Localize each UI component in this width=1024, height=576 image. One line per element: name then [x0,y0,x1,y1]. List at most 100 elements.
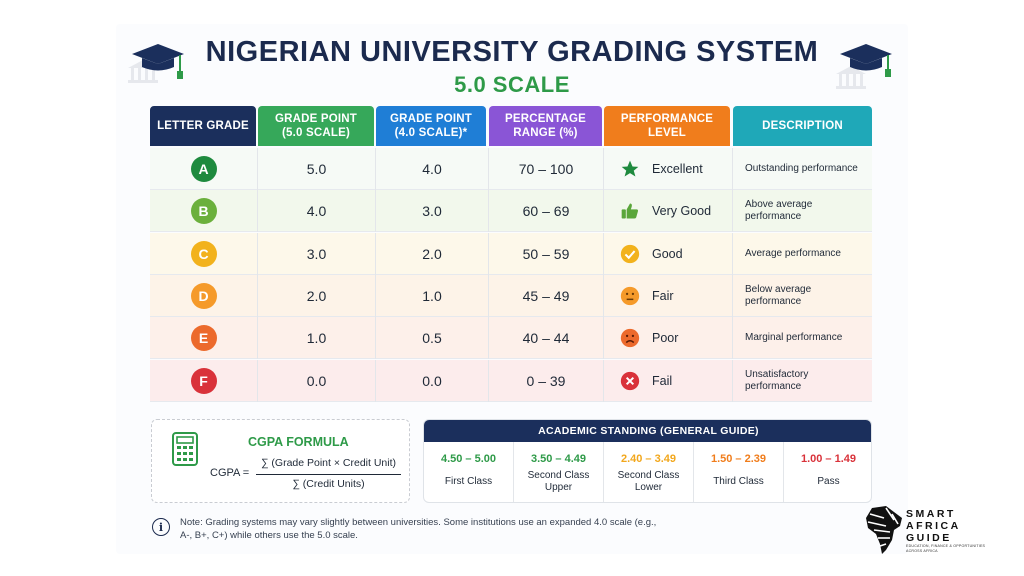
percentage-range-cell: 40 – 44 [489,317,604,360]
performance-level-cell: Excellent [604,148,733,190]
sad-face-icon [620,328,640,348]
performance-level-cell: Fail [604,359,733,402]
standing-column: 1.50 – 2.39 Third Class [694,442,784,502]
letter-grade-cell: B [150,190,258,233]
cgpa-range: 2.40 – 3.49 [620,453,677,465]
percentage-range-cell: 50 – 59 [489,232,604,275]
description-text: Unsatisfactory performance [745,368,809,392]
grade-badge: B [190,198,217,225]
page-subtitle: 5.0 SCALE [454,72,570,97]
class-label: First Class [424,470,513,494]
formula-lhs: CGPA = [210,467,250,479]
table-row: A 5.0 4.0 70 – 100 Excellent Outstanding perf… [150,148,872,190]
class-label-text: Pass [817,476,840,487]
table-row: B 4.0 3.0 60 – 69 Very Good Above average per… [150,190,872,233]
cgpa-range: 1.50 – 2.39 [710,453,767,465]
performance-level-cell: Poor [604,317,733,360]
description-cell: Average performance [733,233,872,275]
star-icon [620,159,640,179]
grade-badge: C [190,240,217,267]
standing-column: 3.50 – 4.49 Second Class Upper [514,442,604,502]
graduation-cap-icon [836,44,892,89]
table-row: F 0.0 0.0 0 – 39 Fail Unsatisfactory performa… [150,359,872,402]
formula-numerator: ∑ (Grade Point × Credit Unit) [261,457,396,469]
letter-grade-cell: C [150,232,258,275]
table-row: C 3.0 2.0 50 – 59 Good Average performance [150,232,872,275]
grade-point-5-cell: 2.0 [258,274,376,317]
column-header: LETTER GRADE [150,106,256,146]
standing-column: 2.40 – 3.49 Second Class Lower [604,442,694,502]
academic-standing-box: ACADEMIC STANDING (GENERAL GUIDE) 4.50 –… [423,419,872,503]
letter-grade-cell: D [150,274,258,317]
grade-point-4-cell: 4.0 [376,148,489,190]
formula-title: CGPA FORMULA [248,435,349,449]
performance-level-label: Excellent [652,162,703,176]
grade-badge: A [190,156,217,182]
table-row: D 2.0 1.0 45 – 49 Fair Below average performa… [150,274,872,317]
grade-badge: F [190,367,217,394]
class-label-text: Third Class [713,476,764,487]
class-label: Pass [784,470,871,494]
class-label-text: Second Class Upper [527,470,590,493]
description-cell: Unsatisfactory performance [733,360,872,402]
thumbs-up-icon [620,201,640,221]
letter-grade-cell: F [150,359,258,402]
description-cell: Below average performance [733,275,872,317]
table-row: E 1.0 0.5 40 – 44 Poor Marginal performance [150,317,872,360]
description-text: Below average performance [745,283,812,307]
percentage-range-cell: 0 – 39 [489,359,604,402]
performance-level-cell: Very Good [604,190,733,233]
check-circle-icon [620,244,640,264]
performance-level-label: Poor [652,331,679,346]
grade-point-4-cell: 1.0 [376,274,489,317]
column-header: DESCRIPTION [733,106,872,146]
percentage-range-cell: 70 – 100 [489,148,604,190]
cgpa-range: 3.50 – 4.49 [530,453,587,465]
description-text: Marginal performance [745,332,843,344]
grade-point-4-cell: 2.0 [376,232,489,275]
page-title: NIGERIAN UNIVERSITY GRADING SYSTEM [205,36,819,68]
logo-wordmark: SMART AFRICA GUIDE [906,508,961,544]
grade-badge: E [190,325,217,352]
performance-level-label: Fail [652,373,673,388]
grade-point-4-cell: 0.0 [376,359,489,402]
standing-column: 1.00 – 1.49 Pass [784,442,871,502]
grade-point-5-cell: 3.0 [258,232,376,275]
logo-line-2: AFRICA [906,520,961,532]
academic-standing-title: ACADEMIC STANDING (GENERAL GUIDE) [424,420,871,442]
grade-point-5-cell: 4.0 [258,190,376,233]
description-cell: Above average performance [733,190,872,232]
cgpa-range: 1.00 – 1.49 [800,453,857,465]
cgpa-range: 4.50 – 5.00 [440,453,497,465]
description-text: Outstanding performance [745,163,858,174]
grade-badge: D [190,282,217,309]
letter-grade-cell: E [150,317,258,360]
grade-point-4-cell: 3.0 [376,190,489,233]
percentage-range-cell: 60 – 69 [489,190,604,233]
description-cell: Marginal performance [733,317,872,359]
performance-level-label: Fair [652,288,674,303]
percentage-range-cell: 45 – 49 [489,274,604,317]
logo-line-1: SMART [906,508,956,520]
neutral-face-icon [620,286,640,306]
x-circle-icon [620,371,640,391]
performance-level-cell: Fair [604,274,733,317]
column-header: PERFORMANCE LEVEL [604,106,730,146]
logo-tagline: EDUCATION, FINANCE & OPPORTUNITIES ACROS… [906,544,986,553]
info-icon: i [152,518,170,536]
logo-line-3: GUIDE [906,532,952,544]
calculator-icon [172,432,198,466]
footnote: Note: Grading systems may vary slightly … [180,517,657,541]
letter-grade-cell: A [150,148,258,190]
standing-column: 4.50 – 5.00 First Class [424,442,514,502]
description-text: Above average performance [745,199,813,223]
class-label-text: First Class [444,476,493,487]
grade-point-5-cell: 0.0 [258,359,376,402]
description-cell: Outstanding performance [733,148,872,190]
grade-point-4-cell: 0.5 [376,317,489,360]
grade-point-5-cell: 1.0 [258,317,376,360]
column-header: PERCENTAGE RANGE (%) [489,106,602,146]
performance-level-label: Very Good [652,204,712,219]
description-text: Average performance [745,247,841,259]
graduation-cap-icon [128,44,184,83]
